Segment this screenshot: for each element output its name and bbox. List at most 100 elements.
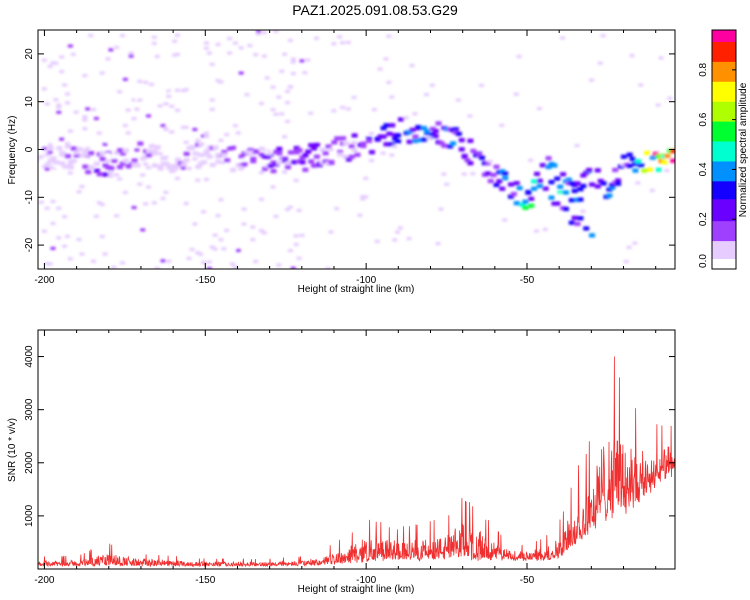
- spectrogram-cell: [108, 48, 114, 52]
- spectrogram-cell: [93, 161, 100, 166]
- spectrogram-cell: [253, 221, 259, 225]
- spectrogram-cell: [423, 92, 429, 97]
- colorbar-swatch: [712, 127, 736, 131]
- spectrogram-cell: [99, 71, 105, 75]
- spectrogram-cell: [597, 178, 604, 184]
- colorbar-swatch: [712, 129, 736, 133]
- colorbar-swatch: [712, 51, 736, 55]
- spectrogram-cell: [224, 228, 230, 233]
- colorbar-swatch: [712, 229, 736, 232]
- spectrogram-cell: [285, 89, 291, 94]
- colorbar-swatch: [712, 43, 736, 47]
- spectrogram-cell: [302, 153, 309, 158]
- colorbar-swatch: [712, 257, 736, 260]
- spectrogram-cell: [345, 157, 352, 162]
- spectrogram-cell: [93, 168, 100, 173]
- spectrogram-cell: [438, 141, 445, 146]
- spectrogram-cell: [111, 251, 117, 255]
- spectrogram-cell: [516, 185, 523, 191]
- spectrogram-cell: [380, 151, 386, 155]
- spectrogram-cell: [522, 199, 529, 204]
- spectrogram-cell: [172, 166, 178, 170]
- spectrogram-cell: [519, 202, 526, 207]
- spectrogram-cell: [258, 170, 264, 175]
- spectrogram-cell: [340, 105, 346, 110]
- spectrogram-cell: [47, 158, 54, 163]
- spectrogram-cell: [661, 160, 668, 165]
- spectrogram-cell: [395, 133, 402, 138]
- spectrogram-cell: [380, 134, 387, 139]
- colorbar-swatch: [712, 87, 736, 91]
- spectrogram-cell: [270, 108, 276, 112]
- colorbar-swatch: [712, 197, 736, 200]
- spectrogram-cell: [589, 182, 596, 187]
- spectrogram-cell: [258, 146, 265, 151]
- spectrogram-cell: [224, 132, 230, 137]
- colorbar-swatch: [712, 189, 736, 192]
- spectrogram-cell: [122, 158, 129, 163]
- spectrogram-cell: [273, 61, 279, 65]
- snr-x-tick-label: -50: [520, 575, 535, 586]
- colorbar-swatch: [712, 211, 736, 214]
- spectrogram-cell: [348, 154, 355, 159]
- spectrogram-cell: [337, 150, 344, 155]
- spectrogram-cell: [562, 234, 568, 238]
- spectrogram-cell: [117, 42, 123, 46]
- snr-x-tick-label: -100: [356, 575, 376, 586]
- spectrogram-cell: [571, 215, 578, 220]
- spectrogram-cell: [64, 101, 70, 105]
- spectrogram-cell: [432, 213, 438, 217]
- spectrogram-cell: [287, 85, 293, 89]
- spectrogram-cell: [96, 201, 102, 205]
- spectrogram-cell: [458, 147, 465, 152]
- spectrogram-cell: [215, 153, 221, 157]
- spectrogram-cell: [377, 67, 383, 71]
- colorbar-swatch: [712, 45, 736, 49]
- spectrogram-cell: [50, 61, 56, 65]
- spectrogram-cell: [594, 184, 601, 189]
- spectrogram-cell: [241, 222, 247, 226]
- spectrogram-cell: [400, 197, 406, 201]
- spectrogram-cell: [609, 185, 616, 190]
- snr-y-tick-label: 2000: [24, 451, 35, 474]
- spectrogram-cell: [221, 150, 228, 155]
- spectrogram-cell: [160, 132, 166, 136]
- colorbar-swatch: [712, 53, 736, 57]
- spectrogram-cell: [458, 138, 465, 143]
- spectrogram-cell: [117, 148, 124, 153]
- colorbar-swatch: [712, 79, 736, 83]
- spectrogram-cell: [626, 163, 633, 169]
- spectrogram-cell: [96, 172, 103, 177]
- spectrogram-cell: [525, 189, 532, 195]
- spectrogram-cell: [322, 151, 329, 156]
- spectrogram-cell: [313, 100, 319, 104]
- colorbar-swatch: [712, 95, 736, 99]
- spectrogram-cell: [151, 35, 157, 39]
- spectrogram-cell: [389, 123, 396, 128]
- colorbar-swatch: [712, 161, 736, 165]
- spectrogram-cell: [38, 200, 44, 204]
- spectrogram-cell: [528, 158, 534, 162]
- colorbar: 0.0 0.2 0.4 0.6 0.8: [698, 29, 737, 270]
- colorbar-swatch: [712, 259, 736, 262]
- spectrogram-cell: [85, 107, 91, 111]
- spectrogram-cell: [151, 152, 157, 156]
- spectrogram-cell: [293, 145, 300, 151]
- spectrogram-cell: [183, 88, 189, 92]
- spectrogram-cell: [340, 41, 346, 45]
- colorbar-swatch: [712, 195, 736, 198]
- spectrogram-cell: [172, 249, 178, 254]
- spectrogram-cell: [122, 190, 128, 195]
- spectrogram-cell: [198, 152, 204, 157]
- spectrogram-cell: [62, 244, 68, 248]
- colorbar-swatch: [712, 239, 736, 242]
- spectrogram-cell: [528, 196, 535, 201]
- spectrogram-cell: [93, 214, 99, 218]
- snr-y-axis-label: SNR (10 * v/v): [7, 418, 18, 482]
- spectrogram-cell: [368, 158, 374, 163]
- spectrogram-cell: [282, 158, 289, 163]
- spectrogram-cell: [557, 184, 564, 189]
- colorbar-swatch: [712, 263, 736, 266]
- spectrogram-cell: [299, 160, 306, 165]
- spectrogram-cell: [174, 88, 180, 92]
